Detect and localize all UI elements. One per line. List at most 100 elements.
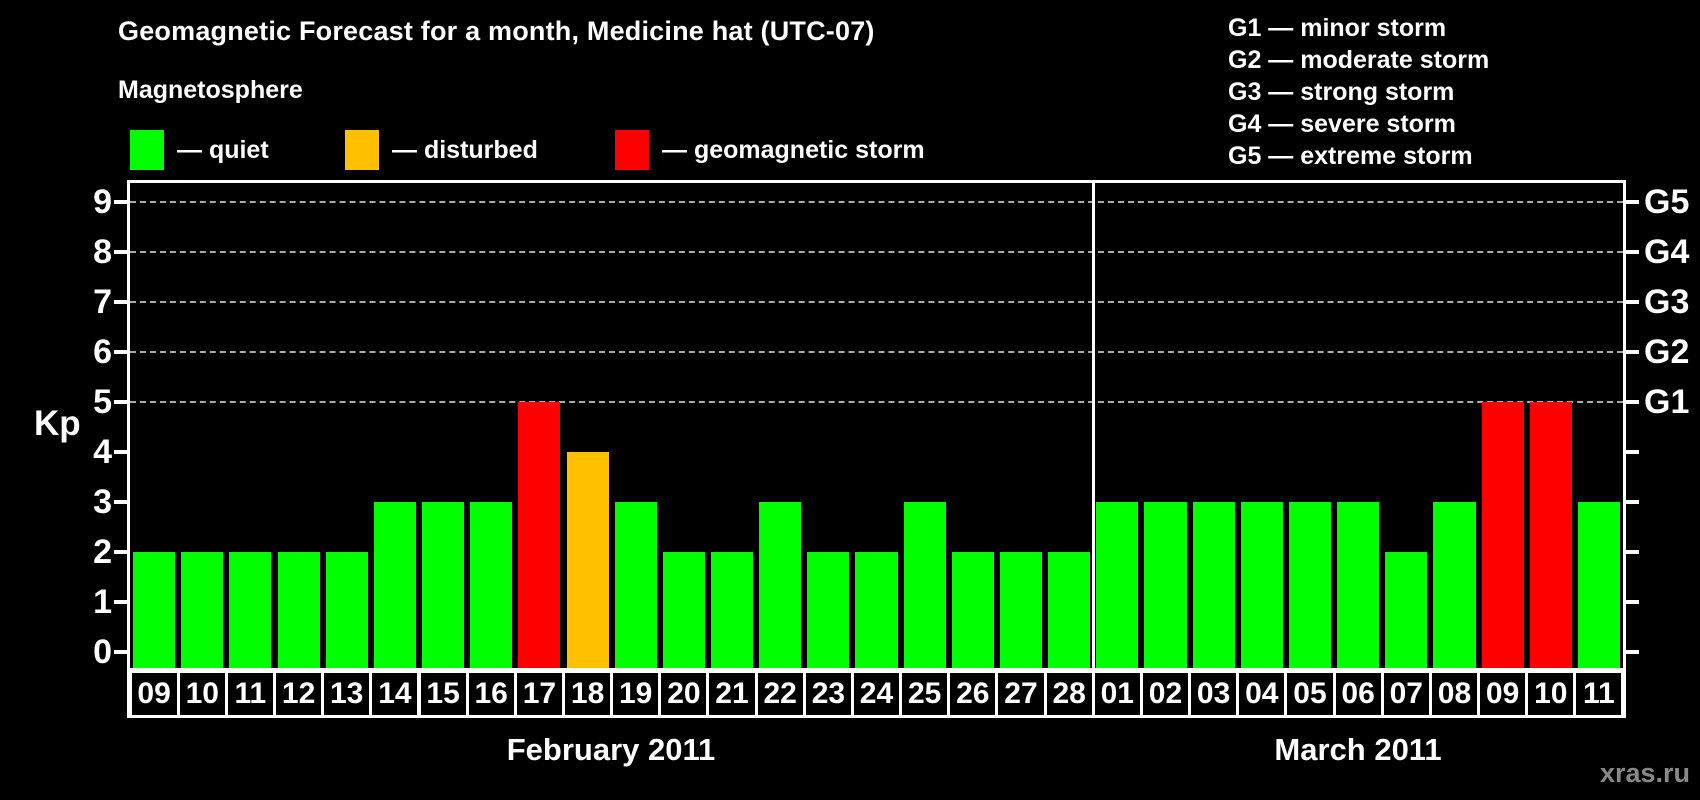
right-axis-label-g1: G1: [1644, 383, 1690, 421]
gridline-kp5: [130, 401, 1623, 403]
kp-bar: [566, 452, 609, 668]
kp-bar: [373, 502, 416, 668]
day-label: 24: [853, 673, 900, 715]
y-tick-label: 5: [93, 383, 112, 421]
kp-bar: [1048, 552, 1091, 668]
kp-bar: [1192, 502, 1235, 668]
kp-bar: [1144, 502, 1187, 668]
day-label: 10: [1528, 673, 1574, 715]
watermark: xras.ru: [1599, 758, 1690, 788]
y-tick-label: 1: [93, 583, 112, 621]
g-scale-legend-line: G4 — severe storm: [1228, 110, 1456, 138]
day-label: 10: [179, 673, 225, 715]
right-axis-tick: [1626, 450, 1639, 454]
y-axis-tick: [114, 550, 127, 554]
day-label: 09: [131, 673, 177, 715]
day-label: 05: [1287, 673, 1333, 715]
day-label: 28: [1046, 673, 1092, 715]
kp-bar: [662, 552, 705, 668]
day-label: 11: [227, 673, 273, 715]
y-tick-label: 0: [93, 633, 112, 671]
y-axis-tick: [114, 400, 127, 404]
right-axis-label-g2: G2: [1644, 333, 1690, 371]
y-axis-tick: [114, 300, 127, 304]
kp-bar: [1337, 502, 1380, 668]
legend-item-label: — quiet: [177, 135, 269, 164]
day-label: 03: [1191, 673, 1237, 715]
day-label: 27: [998, 673, 1044, 715]
g-scale-legend-line: G1 — minor storm: [1228, 14, 1447, 42]
gridline-kp9: [130, 201, 1623, 203]
kp-bar: [999, 552, 1043, 668]
day-label: 20: [661, 673, 707, 715]
legend-item-disturbed: — disturbed: [345, 128, 538, 172]
g-scale-legend-line: G2 — moderate storm: [1228, 46, 1490, 74]
kp-bar: [422, 502, 465, 668]
kp-bar: [759, 502, 802, 668]
day-label: 17: [516, 673, 562, 715]
right-axis-label-g3: G3: [1644, 283, 1690, 321]
day-label: 23: [805, 673, 851, 715]
legend-item-storm: — geomagnetic storm: [615, 128, 925, 172]
magnetosphere-legend-heading: Magnetosphere: [118, 76, 303, 104]
y-axis-tick: [114, 500, 127, 504]
storm-swatch-icon: [615, 130, 649, 170]
legend-item-label: — disturbed: [392, 135, 538, 164]
y-axis-tick: [114, 450, 127, 454]
right-axis-tick: [1626, 600, 1639, 604]
kp-bar: [518, 402, 561, 668]
day-label: 26: [950, 673, 996, 715]
y-axis-tick: [114, 650, 127, 654]
y-axis-tick: [114, 200, 127, 204]
kp-bar: [1240, 502, 1283, 668]
y-axis-tick: [114, 250, 127, 254]
y-tick-label: 2: [93, 533, 112, 571]
right-axis-tick: [1626, 650, 1639, 654]
kp-bar: [325, 552, 368, 668]
day-label: 15: [420, 673, 466, 715]
quiet-swatch-icon: [130, 130, 164, 170]
g-scale-legend-line: G5 — extreme storm: [1228, 142, 1473, 170]
day-label: 01: [1094, 673, 1140, 715]
day-label: 21: [709, 673, 755, 715]
right-axis-tick: [1626, 400, 1639, 404]
month-label-february: February 2011: [506, 732, 716, 767]
kp-bar: [1433, 502, 1476, 668]
day-label: 07: [1383, 673, 1429, 715]
kp-bar: [903, 502, 946, 668]
g-scale-legend: G1 — minor storm G2 — moderate storm G3 — …: [1228, 12, 1489, 172]
month-separator: [1091, 183, 1095, 668]
kp-bar: [1529, 402, 1572, 668]
day-label: 06: [1335, 673, 1381, 715]
y-axis-label: Kp: [34, 404, 81, 443]
gridline-kp7: [130, 301, 1623, 303]
kp-bar: [1385, 552, 1428, 668]
day-label: 02: [1142, 673, 1189, 715]
day-label: 13: [324, 673, 370, 715]
day-label: 09: [1480, 673, 1526, 715]
kp-bar: [133, 552, 176, 668]
disturbed-swatch-icon: [345, 130, 379, 170]
day-label: 04: [1239, 673, 1285, 715]
kp-bar: [1481, 402, 1524, 668]
right-axis-tick: [1626, 500, 1639, 504]
day-label: 08: [1431, 673, 1478, 715]
kp-bar: [277, 552, 320, 668]
day-label: 12: [276, 673, 322, 715]
right-axis-label-g4: G4: [1644, 233, 1690, 271]
kp-bar: [855, 552, 898, 668]
g-scale-legend-line: G3 — strong storm: [1228, 78, 1455, 106]
y-tick-label: 6: [93, 333, 112, 371]
kp-bar: [710, 552, 754, 668]
kp-bar: [807, 552, 850, 668]
day-label: 22: [757, 673, 803, 715]
y-tick-label: 9: [93, 183, 112, 221]
day-label: 14: [372, 673, 418, 715]
chart-title: Geomagnetic Forecast for a month, Medici…: [118, 16, 875, 46]
y-tick-label: 4: [93, 433, 112, 471]
kp-bar: [229, 552, 272, 668]
right-axis-tick: [1626, 200, 1639, 204]
y-axis-tick: [114, 350, 127, 354]
legend-item-label: — geomagnetic storm: [662, 135, 925, 164]
